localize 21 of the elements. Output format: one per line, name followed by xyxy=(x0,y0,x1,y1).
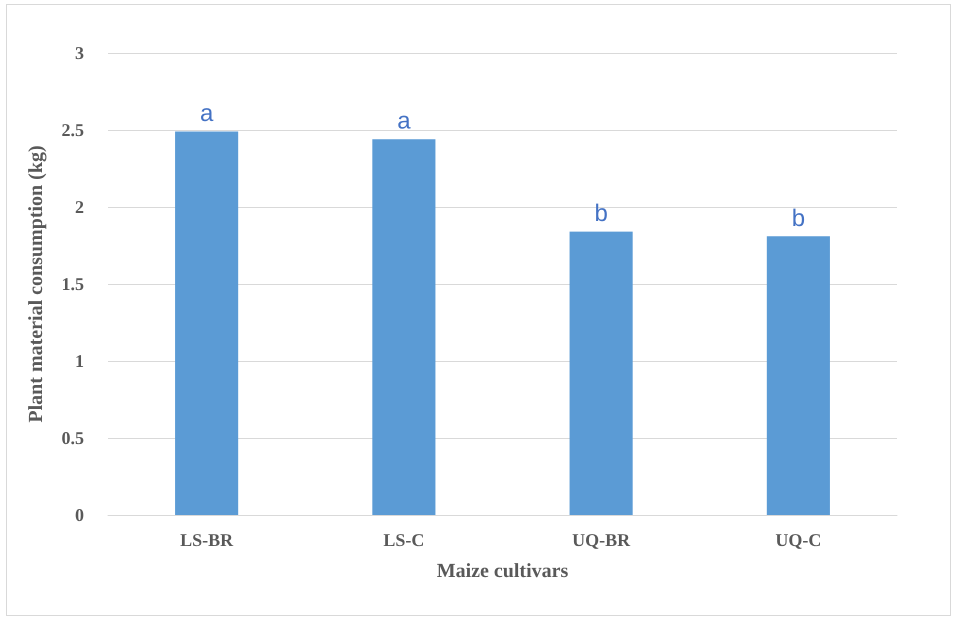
y-tick-label: 2 xyxy=(75,197,84,217)
x-tick-label: UQ-C xyxy=(775,530,822,550)
annotation: b xyxy=(594,200,608,228)
bar xyxy=(766,236,830,515)
y-tick-label: 0.5 xyxy=(62,428,84,448)
x-tick-label: LS-C xyxy=(383,530,424,550)
y-axis-title: Plant material consumption (kg) xyxy=(25,145,47,423)
x-axis-title: Maize cultivars xyxy=(436,560,569,582)
y-tick-label: 0 xyxy=(75,505,84,525)
bar xyxy=(175,132,238,515)
annotation: b xyxy=(792,204,806,232)
y-tick-label: 2.5 xyxy=(62,120,84,140)
bar xyxy=(372,139,436,515)
x-tick-label: UQ-BR xyxy=(572,530,632,550)
y-tick-label: 3 xyxy=(75,43,84,63)
annotation: a xyxy=(200,100,214,128)
y-tick-label: 1 xyxy=(75,351,84,371)
bar xyxy=(570,232,633,515)
annotation: a xyxy=(397,108,412,135)
x-tick-label: LS-BR xyxy=(180,530,234,550)
y-tick-label: 1.5 xyxy=(62,274,84,294)
